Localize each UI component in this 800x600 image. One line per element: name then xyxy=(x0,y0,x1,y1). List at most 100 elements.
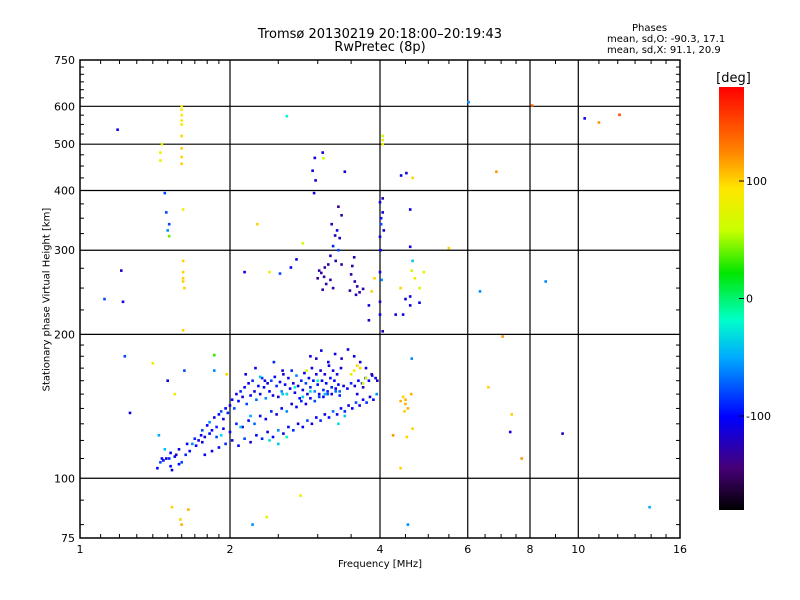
data-point xyxy=(411,427,414,430)
data-point xyxy=(320,271,323,275)
data-point xyxy=(183,369,186,372)
data-point xyxy=(277,442,280,446)
data-point xyxy=(530,104,534,107)
data-point xyxy=(301,425,305,429)
data-point xyxy=(273,375,277,379)
data-point xyxy=(406,407,410,410)
data-point xyxy=(331,244,335,248)
data-point xyxy=(418,301,421,304)
data-point xyxy=(306,392,309,396)
y-tick-label: 600 xyxy=(54,100,75,113)
data-point xyxy=(264,417,268,421)
data-point xyxy=(300,399,303,403)
data-point xyxy=(266,430,269,434)
data-point xyxy=(270,410,273,413)
phases-stats-title: Phases xyxy=(632,23,668,34)
data-point xyxy=(337,205,340,208)
data-point xyxy=(561,432,564,435)
data-point xyxy=(226,411,230,415)
data-point xyxy=(285,435,289,439)
data-point xyxy=(170,505,174,509)
data-point xyxy=(331,369,335,372)
data-point xyxy=(370,290,373,293)
data-point xyxy=(285,114,289,118)
data-point xyxy=(303,371,306,375)
data-point xyxy=(327,364,331,367)
data-point xyxy=(317,392,321,396)
data-point xyxy=(160,457,164,460)
data-point xyxy=(208,420,211,424)
data-point xyxy=(167,457,171,460)
data-point xyxy=(319,419,322,422)
colorbar-label: [deg] xyxy=(716,71,751,86)
data-point xyxy=(329,376,332,380)
data-point xyxy=(289,266,293,269)
data-point xyxy=(239,390,242,393)
data-point xyxy=(201,429,204,432)
data-point xyxy=(408,208,412,211)
data-point xyxy=(249,394,252,397)
colorbar-tick-label: -100 xyxy=(746,410,771,423)
data-point xyxy=(347,404,350,407)
data-point xyxy=(381,138,384,142)
data-point xyxy=(401,313,405,316)
data-point xyxy=(364,366,368,370)
data-point xyxy=(508,430,512,434)
data-point xyxy=(120,269,123,272)
data-point xyxy=(406,523,410,526)
data-point xyxy=(375,392,378,396)
data-point xyxy=(355,392,359,396)
chart-subtitle: RwPretec (8p) xyxy=(334,40,426,55)
data-point xyxy=(411,176,414,180)
data-point xyxy=(467,100,470,104)
data-point xyxy=(253,422,256,426)
data-point xyxy=(343,414,347,418)
data-point xyxy=(194,444,198,447)
data-point xyxy=(299,494,302,497)
data-point xyxy=(597,121,601,124)
data-point xyxy=(181,270,185,274)
data-point xyxy=(410,357,413,360)
data-point xyxy=(409,392,413,396)
data-point xyxy=(183,286,186,290)
data-point xyxy=(408,245,412,249)
data-point xyxy=(282,432,285,435)
data-point xyxy=(208,432,211,435)
data-point xyxy=(292,429,295,432)
data-point xyxy=(358,360,362,364)
data-point xyxy=(315,373,318,376)
data-point xyxy=(313,390,317,393)
data-point xyxy=(247,419,250,422)
data-point xyxy=(287,425,290,429)
data-point xyxy=(230,398,234,401)
data-point xyxy=(288,387,292,390)
data-point xyxy=(315,416,318,419)
y-tick-label: 75 xyxy=(61,532,75,545)
data-point xyxy=(262,386,266,389)
data-point xyxy=(333,379,336,382)
colorbar-tick-label: 100 xyxy=(746,175,767,188)
data-point xyxy=(352,355,356,358)
x-tick-label: 6 xyxy=(464,543,471,556)
data-point xyxy=(270,379,273,382)
data-point xyxy=(193,437,197,440)
data-point xyxy=(253,390,256,393)
data-point xyxy=(247,382,250,385)
data-point xyxy=(237,444,240,447)
data-point xyxy=(378,300,382,304)
data-point xyxy=(271,394,275,397)
data-point xyxy=(380,278,383,282)
data-point xyxy=(322,157,325,160)
data-point xyxy=(266,382,269,385)
phases-stats-o: mean, sd,O: -90.3, 17.1 xyxy=(607,34,726,45)
data-point xyxy=(225,373,228,376)
data-point xyxy=(278,380,282,384)
data-point xyxy=(317,395,321,399)
data-point xyxy=(321,288,324,291)
data-point xyxy=(422,270,426,274)
data-point xyxy=(354,293,358,297)
data-point xyxy=(379,222,383,226)
data-point xyxy=(224,407,227,410)
data-point xyxy=(203,435,207,439)
data-point xyxy=(378,313,382,316)
